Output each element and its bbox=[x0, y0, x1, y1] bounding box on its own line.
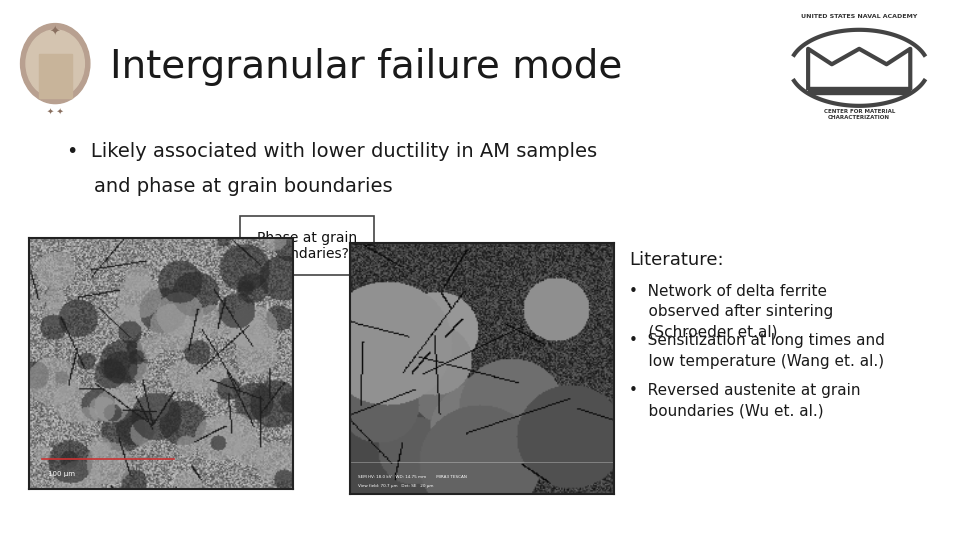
Text: View field: 70.7 μm   Det: SE   20 μm: View field: 70.7 μm Det: SE 20 μm bbox=[358, 484, 433, 488]
Text: •  Sensitization at long times and: • Sensitization at long times and bbox=[629, 333, 885, 348]
Text: •  Network of delta ferrite: • Network of delta ferrite bbox=[629, 284, 827, 299]
Text: •  Reversed austenite at grain: • Reversed austenite at grain bbox=[629, 383, 860, 398]
Bar bbox=[38, 54, 72, 98]
Text: UNITED STATES NAVAL ACADEMY: UNITED STATES NAVAL ACADEMY bbox=[801, 15, 918, 19]
Text: (Schroeder et.al): (Schroeder et.al) bbox=[629, 325, 778, 340]
Text: Intergranular failure mode: Intergranular failure mode bbox=[110, 49, 623, 86]
Text: ✦: ✦ bbox=[50, 25, 60, 38]
Text: •  Likely associated with lower ductility in AM samples: • Likely associated with lower ductility… bbox=[67, 141, 597, 161]
Text: Phase at grain
boundaries?: Phase at grain boundaries? bbox=[257, 231, 357, 261]
Circle shape bbox=[20, 24, 90, 104]
FancyBboxPatch shape bbox=[240, 216, 374, 275]
Text: low temperature (Wang et. al.): low temperature (Wang et. al.) bbox=[629, 354, 884, 369]
Text: and phase at grain boundaries: and phase at grain boundaries bbox=[94, 177, 393, 196]
Text: Literature:: Literature: bbox=[629, 251, 724, 269]
Text: SEM HV: 18.0 kV   WD: 14.75 mm        MIRA3 TESCAN: SEM HV: 18.0 kV WD: 14.75 mm MIRA3 TESCA… bbox=[358, 475, 467, 479]
Text: observed after sintering: observed after sintering bbox=[629, 304, 833, 319]
Text: ✦ ✦: ✦ ✦ bbox=[47, 106, 63, 116]
Text: boundaries (Wu et. al.): boundaries (Wu et. al.) bbox=[629, 403, 824, 418]
Circle shape bbox=[26, 30, 84, 97]
Text: 100 μm: 100 μm bbox=[48, 471, 75, 477]
Text: CENTER FOR MATERIAL
CHARACTERIZATION: CENTER FOR MATERIAL CHARACTERIZATION bbox=[824, 109, 895, 120]
